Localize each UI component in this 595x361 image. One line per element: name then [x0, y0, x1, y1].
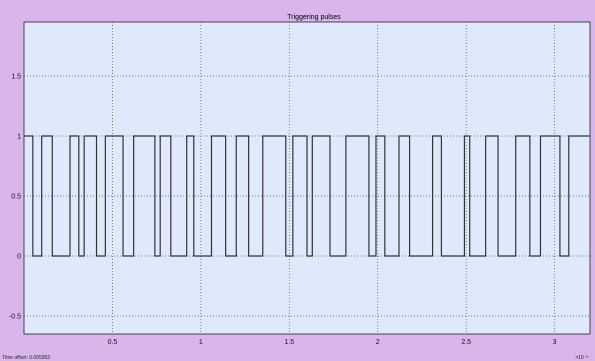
y-axis-ticks: -0.5 0 0.5 1 1.5: [9, 74, 21, 321]
pulse-signal-line: [24, 135, 590, 257]
x-tick-label: 1.5: [284, 339, 294, 346]
y-tick-label: 1.5: [11, 74, 21, 81]
x-exponent-label: ×10⁻³: [575, 355, 588, 361]
x-tick-label: 0.5: [108, 339, 118, 346]
y-tick-label: 0.5: [11, 194, 21, 201]
y-tick-label: -0.5: [9, 314, 21, 321]
time-offset-label: Time offset: 0.005953: [2, 355, 50, 361]
chart-title: Triggering pulses: [287, 14, 341, 21]
x-tick-label: 1: [199, 339, 203, 346]
y-tick-label: 1: [17, 134, 21, 141]
x-tick-label: 3: [553, 339, 557, 346]
x-tick-label: 2.5: [461, 339, 471, 346]
x-tick-label: 2: [376, 339, 380, 346]
y-tick-label: 0: [17, 254, 21, 261]
x-axis-ticks: 0.5 1 1.5 2 2.5 3: [108, 339, 557, 346]
